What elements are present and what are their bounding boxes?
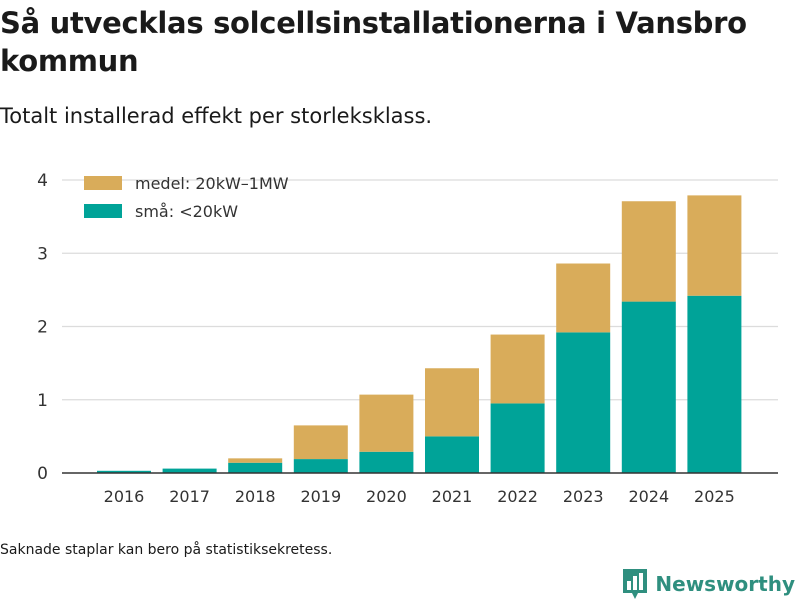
bar-segment[interactable]: små: <20kW 2020: 0.29: [359, 451, 414, 473]
legend-swatch: [84, 176, 122, 190]
bar-segment[interactable]: medel: 20kW–1MW 2024: 1.37: [621, 201, 676, 302]
x-tick-label: 2017: [169, 487, 210, 506]
newsworthy-logo-icon: [623, 569, 648, 599]
x-tick-label: 2016: [104, 487, 145, 506]
bar-segment[interactable]: små: <20kW 2024: 2.34: [621, 301, 676, 473]
x-tick-label: 2020: [366, 487, 407, 506]
y-tick-label: 4: [37, 171, 48, 191]
bar-segment[interactable]: medel: 20kW–1MW 2022: 0.94: [490, 334, 545, 404]
bar-segment[interactable]: små: <20kW 2021: 0.5: [425, 436, 479, 473]
bar-segment[interactable]: medel: 20kW–1MW 2025: 1.37: [687, 195, 742, 296]
legend-swatch: [84, 204, 122, 218]
x-tick-label: 2022: [497, 487, 538, 506]
bars: små: <20kW 2016: 0.03 små: <20kW 2017: 0.…: [97, 195, 742, 473]
chart-title: Så utvecklas solcellsinstallationerna i …: [0, 6, 747, 78]
bar-segment[interactable]: små: <20kW 2025: 2.42: [687, 295, 742, 473]
bar-segment[interactable]: medel: 20kW–1MW 2020: 0.78: [359, 394, 414, 452]
x-axis: 2016 2017 2018 2019 2020 2021 2022 2023 2024 2025: [62, 472, 778, 506]
x-tick-label: 2019: [300, 487, 341, 506]
bar-segment[interactable]: små: <20kW 2016: 0.03: [97, 470, 151, 473]
x-tick-label: 2021: [432, 487, 473, 506]
bar-segment[interactable]: små: <20kW 2018: 0.14: [228, 462, 283, 473]
footnote: Saknade staplar kan bero på statistiksek…: [0, 542, 333, 558]
chart-subtitle: Totalt installerad effekt per storlekskl…: [0, 104, 433, 128]
bar-segment[interactable]: medel: 20kW–1MW 2019: 0.46: [293, 425, 348, 460]
y-tick-label: 0: [37, 464, 48, 484]
bar-segment[interactable]: små: <20kW 2022: 0.95: [490, 403, 545, 473]
y-tick-label: 2: [37, 318, 48, 338]
x-tick-label: 2025: [694, 487, 735, 506]
legend-label: små: <20kW: [135, 202, 238, 221]
bar-segment[interactable]: små: <20kW 2017: 0.06: [162, 468, 217, 473]
x-tick-label: 2023: [563, 487, 604, 506]
brand-name: Newsworthy: [655, 572, 795, 596]
bar-segment[interactable]: små: <20kW 2019: 0.19: [293, 459, 348, 473]
y-tick-label: 3: [37, 244, 48, 264]
y-tick-label: 1: [37, 391, 48, 411]
x-tick-label: 2024: [628, 487, 669, 506]
bar-segment[interactable]: medel: 20kW–1MW 2021: 0.93: [425, 368, 479, 437]
legend: medel: 20kW–1MW små: <20kW: [84, 174, 289, 221]
bar-segment[interactable]: medel: 20kW–1MW 2018: 0.06: [228, 458, 283, 463]
legend-label: medel: 20kW–1MW: [135, 174, 289, 193]
x-tick-label: 2018: [235, 487, 276, 506]
bar-segment[interactable]: små: <20kW 2023: 1.92: [556, 332, 611, 473]
newsworthy-logo[interactable]: Newsworthy: [623, 568, 795, 600]
bar-segment[interactable]: medel: 20kW–1MW 2023: 0.94: [556, 263, 611, 333]
